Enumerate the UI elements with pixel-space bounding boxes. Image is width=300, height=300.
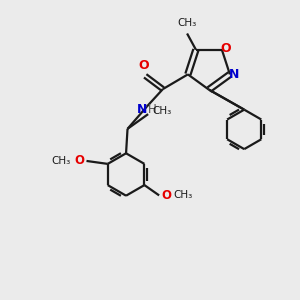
Text: N: N — [137, 103, 147, 116]
Text: O: O — [74, 154, 84, 167]
Text: N: N — [229, 68, 239, 81]
Text: CH₃: CH₃ — [174, 190, 193, 200]
Text: O: O — [138, 59, 149, 72]
Text: O: O — [220, 42, 231, 55]
Text: H: H — [148, 103, 157, 116]
Text: CH₃: CH₃ — [178, 18, 197, 28]
Text: O: O — [161, 189, 172, 202]
Text: CH₃: CH₃ — [51, 156, 70, 166]
Text: CH₃: CH₃ — [153, 106, 172, 116]
